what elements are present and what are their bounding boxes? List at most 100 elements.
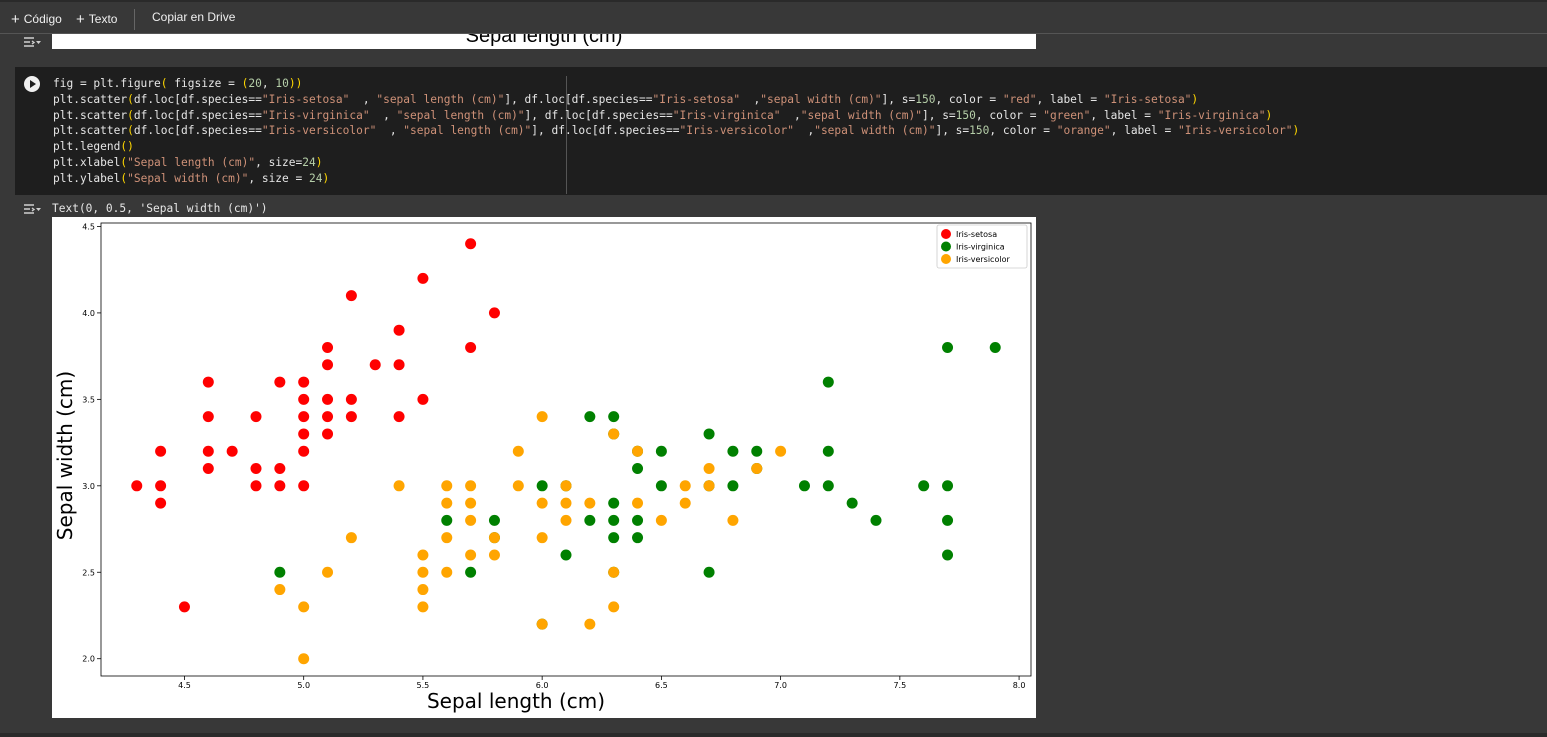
scatter-point [465, 566, 477, 578]
copy-to-drive-button[interactable]: Copiar en Drive [152, 10, 236, 24]
scatter-point [846, 497, 858, 509]
legend-marker [941, 241, 951, 252]
code-line: plt.scatter(df.loc[df.species=="Iris-vir… [53, 108, 1273, 122]
scatter-point [536, 618, 548, 630]
scatter-point [345, 393, 357, 405]
code-line: plt.ylabel("Sepal width (cm)", size = 24… [53, 171, 330, 185]
scatter-point [155, 497, 167, 509]
x-tick-label: 5.5 [417, 681, 430, 690]
scatter-point [512, 480, 524, 492]
cell-output-text: Text(0, 0.5, 'Sepal width (cm)') [52, 202, 268, 215]
run-cell-button[interactable] [24, 76, 40, 92]
plot-frame [100, 222, 1032, 677]
scatter-point [703, 428, 715, 440]
scatter-point [250, 480, 262, 492]
code-editor[interactable]: fig = plt.figure( figsize = (20, 10)) plt… [53, 76, 1299, 187]
add-text-button[interactable]: + Texto [76, 11, 118, 28]
scatter-point [250, 463, 262, 475]
scatter-point [942, 549, 954, 561]
legend-label: Iris-versicolor [956, 255, 1010, 264]
scatter-point [298, 411, 310, 423]
scatter-point [560, 549, 572, 561]
scatter-point [202, 463, 214, 475]
plus-icon: + [76, 11, 85, 28]
scatter-figure: 4.5 5.0 5.5 6.0 6.5 7.0 7.5 8.0 2.0 2.5 3.0 3.5 4.0 4… [52, 217, 1036, 718]
scatter-point [584, 411, 596, 423]
scatter-point [345, 411, 357, 423]
scatter-point [584, 514, 596, 526]
scatter-point [441, 497, 453, 509]
scatter-point [441, 514, 453, 526]
scatter-point [679, 480, 691, 492]
scatter-point [417, 393, 429, 405]
scatter-point [727, 445, 739, 457]
scatter-point [655, 445, 667, 457]
x-tick-label: 4.5 [178, 681, 191, 690]
add-code-button[interactable]: + Código [11, 11, 62, 28]
scatter-point [298, 480, 310, 492]
scatter-point [417, 584, 429, 596]
scatter-point [298, 428, 310, 440]
line-length-ruler [566, 76, 567, 194]
scatter-point [703, 566, 715, 578]
scatter-point [584, 618, 596, 630]
scatter-point [942, 480, 954, 492]
legend-label: Iris-virginica [956, 243, 1005, 252]
scatter-point [202, 411, 214, 423]
scatter-point [488, 514, 500, 526]
scatter-point [608, 411, 620, 423]
scatter-point [632, 514, 644, 526]
scatter-point [465, 514, 477, 526]
scatter-point [441, 532, 453, 544]
scatter-point [751, 445, 763, 457]
scatter-point [465, 549, 477, 561]
scatter-chart: 4.5 5.0 5.5 6.0 6.5 7.0 7.5 8.0 2.0 2.5 3.0 3.5 4.0 4… [53, 222, 1032, 713]
scatter-point [536, 532, 548, 544]
legend-marker [941, 254, 951, 264]
previous-figure-xlabel: Sepal length (cm) [465, 34, 623, 47]
scatter-point [608, 497, 620, 509]
scatter-point [369, 359, 381, 371]
scatter-point [703, 480, 715, 492]
scatter-point [202, 445, 214, 457]
scatter-point [822, 480, 834, 492]
x-tick-label: 6.0 [536, 681, 549, 690]
scatter-point [512, 445, 524, 457]
code-cell[interactable]: fig = plt.figure( figsize = (20, 10)) plt… [15, 67, 1547, 195]
scatter-point [155, 445, 167, 457]
scatter-point [727, 480, 739, 492]
scatter-point [274, 463, 286, 475]
legend-label: Iris-setosa [956, 230, 997, 239]
scatter-point [488, 307, 500, 319]
scatter-point [441, 480, 453, 492]
scatter-point [298, 601, 310, 613]
scatter-point [274, 480, 286, 492]
scatter-point [465, 480, 477, 492]
scatter-point [584, 497, 596, 509]
code-line: plt.scatter(df.loc[df.species=="Iris-ver… [53, 124, 1300, 138]
scatter-point [870, 514, 882, 526]
x-tick-label: 6.5 [655, 681, 668, 690]
scatter-point [345, 532, 357, 544]
output-actions-icon[interactable] [22, 202, 42, 218]
x-tick-label: 7.0 [774, 681, 787, 690]
scatter-point [536, 480, 548, 492]
scatter-point [322, 359, 334, 371]
output-actions-icon[interactable] [22, 35, 42, 51]
scatter-point [822, 445, 834, 457]
scatter-point [202, 376, 214, 388]
scatter-point [178, 601, 190, 613]
y-tick-label: 2.5 [82, 568, 95, 577]
scatter-point [822, 376, 834, 388]
scatter-point [679, 497, 691, 509]
scatter-point [465, 497, 477, 509]
scatter-point [655, 514, 667, 526]
scatter-point [298, 653, 310, 665]
scatter-point [465, 341, 477, 353]
y-tick-label: 4.0 [82, 309, 95, 318]
scatter-point [536, 497, 548, 509]
scatter-point [608, 532, 620, 544]
x-tick-label: 5.0 [297, 681, 310, 690]
scatter-point [798, 480, 810, 492]
y-tick-label: 3.0 [82, 482, 95, 491]
